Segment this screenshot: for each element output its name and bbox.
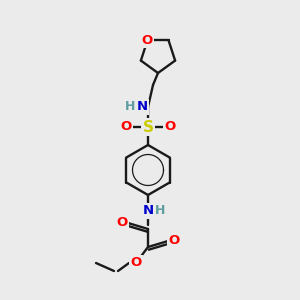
Text: N: N xyxy=(142,205,154,218)
Text: O: O xyxy=(164,121,175,134)
Text: H: H xyxy=(155,205,165,218)
Text: O: O xyxy=(116,217,128,230)
Text: S: S xyxy=(142,119,154,134)
Text: O: O xyxy=(120,121,132,134)
Text: O: O xyxy=(130,256,142,269)
Text: O: O xyxy=(142,34,153,47)
Text: O: O xyxy=(168,235,180,248)
Text: H: H xyxy=(125,100,135,113)
Text: N: N xyxy=(136,100,148,113)
